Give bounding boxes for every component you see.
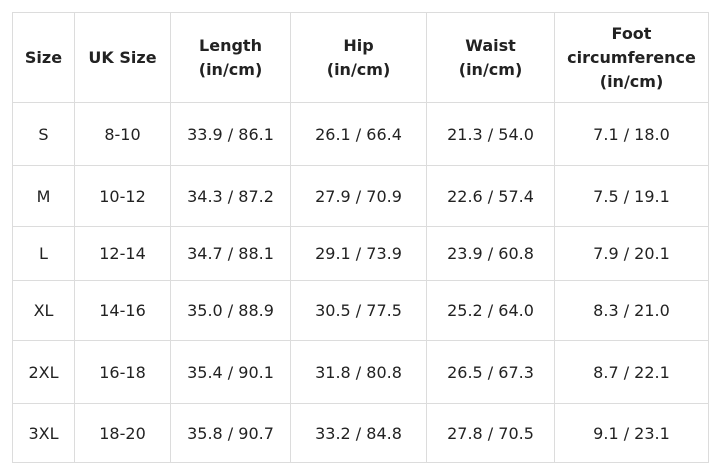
table-cell: 8-10: [74, 102, 171, 166]
table-cell: 33.2 / 84.8: [290, 403, 427, 463]
table-row: 2XL 16-18 35.4 / 90.1 31.8 / 80.8 26.5 / 67.…: [12, 340, 709, 404]
table-cell: 8.3 / 21.0: [554, 280, 709, 341]
table-cell: 27.9 / 70.9: [290, 165, 427, 227]
table-cell: 27.8 / 70.5: [426, 403, 555, 463]
table-cell: 7.1 / 18.0: [554, 102, 709, 166]
table-cell: 8.7 / 22.1: [554, 340, 709, 404]
header-cell: UK Size: [74, 12, 171, 103]
table-cell: 35.4 / 90.1: [170, 340, 291, 404]
table-cell: 30.5 / 77.5: [290, 280, 427, 341]
table-cell: 10-12: [74, 165, 171, 227]
header-text: UK Size: [88, 47, 157, 67]
header-text: (in/cm): [198, 59, 263, 79]
header-text: Waist: [465, 35, 516, 55]
table-cell: 35.8 / 90.7: [170, 403, 291, 463]
table-cell: 18-20: [74, 403, 171, 463]
table-cell: S: [12, 102, 75, 166]
table-cell: 26.5 / 67.3: [426, 340, 555, 404]
table-cell: 7.5 / 19.1: [554, 165, 709, 227]
table-cell: 25.2 / 64.0: [426, 280, 555, 341]
header-text: circumference: [567, 47, 696, 67]
table-cell: 7.9 / 20.1: [554, 226, 709, 281]
header-text: (in/cm): [326, 59, 391, 79]
table-cell: 26.1 / 66.4: [290, 102, 427, 166]
table-row: XL 14-16 35.0 / 88.9 30.5 / 77.5 25.2 / 64.0…: [12, 280, 709, 341]
table-cell: M: [12, 165, 75, 227]
header-row: Size UK Size Length (in/cm) Hip (in/cm) Waist (…: [12, 12, 709, 103]
table-cell: 21.3 / 54.0: [426, 102, 555, 166]
table-cell: 2XL: [12, 340, 75, 404]
header-cell: Hip (in/cm): [290, 12, 427, 103]
table-cell: 3XL: [12, 403, 75, 463]
header-text: Hip: [343, 35, 374, 55]
table-row: M 10-12 34.3 / 87.2 27.9 / 70.9 22.6 / 57.4 7…: [12, 165, 709, 227]
table-cell: 29.1 / 73.9: [290, 226, 427, 281]
header-text: Size: [24, 47, 63, 67]
table-cell: 22.6 / 57.4: [426, 165, 555, 227]
table-cell: 23.9 / 60.8: [426, 226, 555, 281]
size-chart: Size UK Size Length (in/cm) Hip (in/cm) Waist (…: [12, 12, 709, 463]
header-cell: Foot circumference (in/cm): [554, 12, 709, 103]
header-text: Length: [199, 35, 262, 55]
table-cell: 34.3 / 87.2: [170, 165, 291, 227]
table-cell: L: [12, 226, 75, 281]
table-cell: 16-18: [74, 340, 171, 404]
table-cell: 35.0 / 88.9: [170, 280, 291, 341]
table-cell: 12-14: [74, 226, 171, 281]
table-row: S 8-10 33.9 / 86.1 26.1 / 66.4 21.3 / 54.0 7.…: [12, 102, 709, 166]
size-table: Size UK Size Length (in/cm) Hip (in/cm) Waist (…: [12, 12, 709, 463]
header-cell: Waist (in/cm): [426, 12, 555, 103]
table-cell: 34.7 / 88.1: [170, 226, 291, 281]
table-row: L 12-14 34.7 / 88.1 29.1 / 73.9 23.9 / 60.8 7…: [12, 226, 709, 281]
table-cell: XL: [12, 280, 75, 341]
header-text: Foot: [611, 23, 652, 43]
table-cell: 14-16: [74, 280, 171, 341]
header-text: (in/cm): [458, 59, 523, 79]
table-cell: 33.9 / 86.1: [170, 102, 291, 166]
header-cell: Length (in/cm): [170, 12, 291, 103]
header-cell: Size: [12, 12, 75, 103]
header-text: (in/cm): [599, 71, 664, 91]
table-cell: 31.8 / 80.8: [290, 340, 427, 404]
table-cell: 9.1 / 23.1: [554, 403, 709, 463]
table-row: 3XL 18-20 35.8 / 90.7 33.2 / 84.8 27.8 / 70.…: [12, 403, 709, 463]
